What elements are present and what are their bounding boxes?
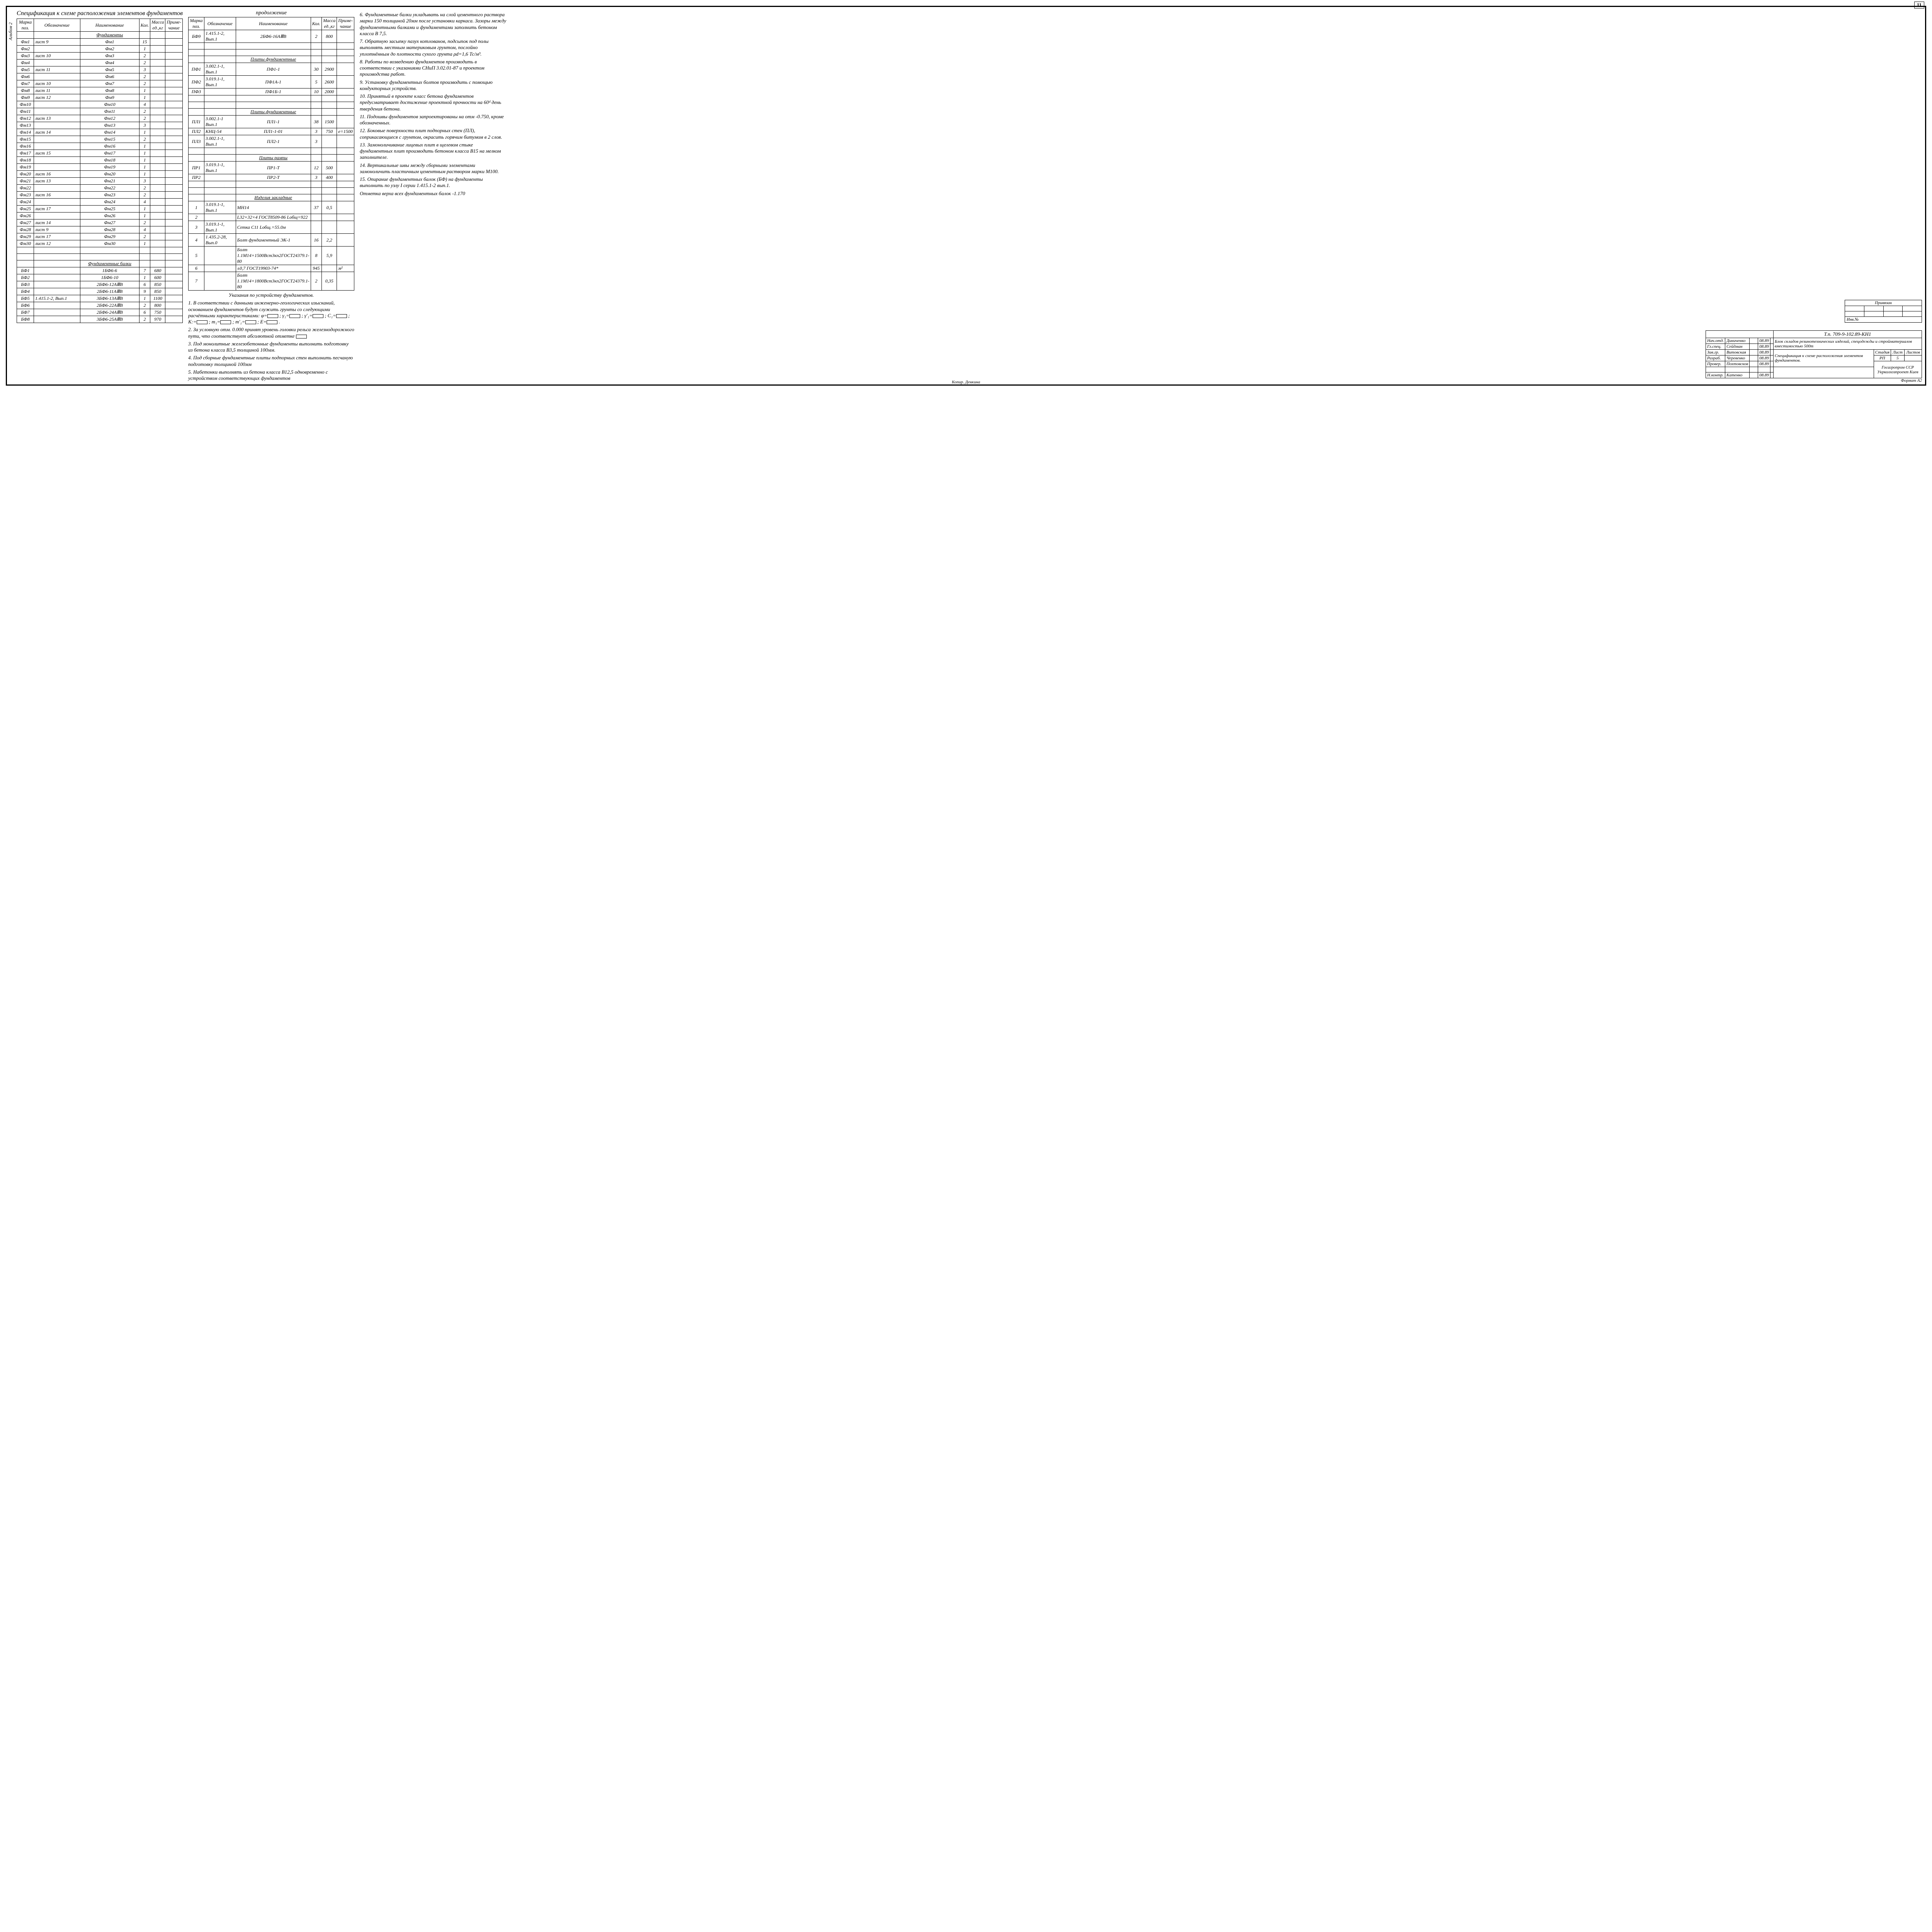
page-number: 11 [1914,2,1924,9]
table1-body: ФундаментыФм1лист 9Фм115Фм2Фм21Фм3лист 1… [17,32,183,323]
table2-body: БФ91.415.1-2, Вып.12БФ6-16АⅢВ2800Плиты ф… [189,30,354,291]
notes-mid-list: 1. В соответствии с данными инженерно-ге… [188,300,354,381]
note-line: 9. Установку фундаментных болтов произво… [360,79,507,92]
note-line: 6. Фундаментные балки укладывать на слой… [360,12,507,37]
th-mass: Масса ед.,кг [150,19,165,32]
continuation-label: продолжение [188,10,354,16]
notes-right-list: 6. Фундаментные балки укладывать на слой… [360,12,507,197]
th-kol: Кол. [139,19,150,32]
content-columns: Спецификация к схеме расположения элемен… [17,10,1922,383]
note-line: 7. Обратную засыпку пазух котлованов, по… [360,38,507,57]
note-line: 8. Работы по возведению фундаментов прои… [360,59,507,78]
column-right: 6. Фундаментные балки укладывать на слой… [360,10,507,198]
drawing-sheet: 11 Альбом 2 Спецификация к схеме располо… [6,6,1926,386]
th-oboz-2: Обозначение [204,17,236,30]
album-label: Альбом 2 [8,22,14,40]
th-name: Наименование [80,19,139,32]
th-kol-2: Кол. [311,17,321,30]
note-line: 2. За условную отм. 0.000 принят уровень… [188,327,354,339]
note-line: 10. Принятый в проекте класс бетона фунд… [360,93,507,112]
stamp-rows: Нач.отд.Диниченко08.89Блок складов резин… [1706,338,1922,378]
th-prim: Приме-чание [165,19,183,32]
stamp-format: Формат А2 [1706,378,1922,383]
column-left: Спецификация к схеме расположения элемен… [17,10,183,323]
note-line: 15. Опирание фундаментных балок (БФ) на … [360,176,507,189]
th-prim-2: Приме-чание [337,17,354,30]
spec-title: Спецификация к схеме расположения элемен… [17,10,183,17]
kopir-label: Копир. Денкина [952,380,980,384]
note-line: 5. Набетонки выполнять из бетона класса … [188,369,354,382]
priv-inv: Инв.№ [1845,317,1922,323]
note-line: 12. Боковые поверхности плит подпорных с… [360,128,507,140]
th-mass-2: Масса ед.,кг [322,17,337,30]
stamp-code: Т.п. 709-9-102.89-КН1 [1773,331,1922,338]
note-line: 1. В соответствии с данными инженерно-ге… [188,300,354,325]
column-middle: продолжение Марка поз. Обозначение Наиме… [188,10,354,383]
notes-bottom: Указания по устройству фундаментов. 1. В… [188,292,354,381]
note-line: 4. Под сборные фундаментные плиты подпор… [188,355,354,367]
priv-label: Привязан [1845,300,1922,306]
priv-block: Привязан Инв.№ [1845,300,1922,323]
spec-table-2: Марка поз. Обозначение Наименование Кол.… [188,17,354,291]
notes-title: Указания по устройству фундаментов. [188,292,354,298]
th-mark-2: Марка поз. [189,17,204,30]
note-line: 11. Подошвы фундаментов запроектированы … [360,114,507,126]
title-block: Т.п. 709-9-102.89-КН1 Нач.отд.Диниченко0… [1706,330,1922,383]
th-oboz: Обозначение [34,19,80,32]
note-line: Отметка верха всех фундаментных балок -1… [360,190,507,197]
note-line: 13. Замоноличивание лицевых плит в щелев… [360,142,507,161]
note-line: 14. Вертикальные швы между сборными элем… [360,162,507,175]
th-name-2: Наименование [236,17,311,30]
note-line: 3. Под монолитные железобетонные фундаме… [188,341,354,354]
spec-table-1: Марка поз. Обозначение Наименование Кол.… [17,19,183,323]
th-mark: Марка поз. [17,19,34,32]
